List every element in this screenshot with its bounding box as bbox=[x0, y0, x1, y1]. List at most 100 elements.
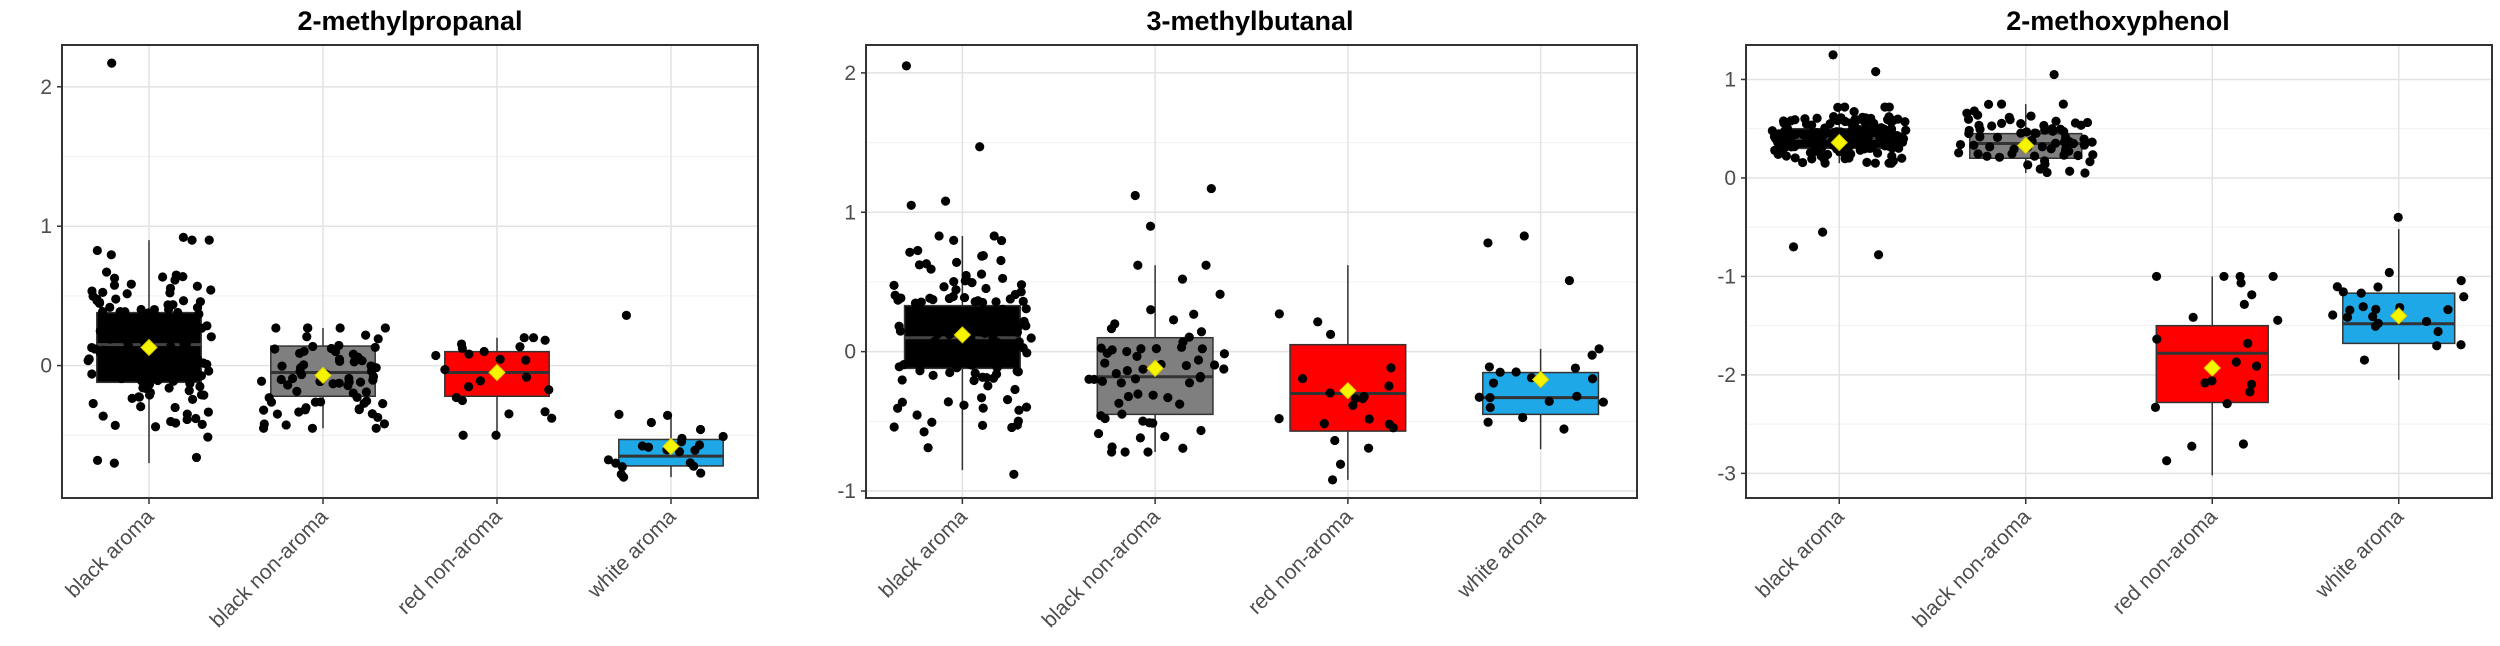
data-point bbox=[1319, 419, 1329, 429]
data-point bbox=[1812, 113, 1822, 123]
data-point bbox=[893, 403, 903, 413]
data-point bbox=[1014, 405, 1024, 415]
data-points bbox=[1474, 231, 1608, 434]
data-point bbox=[910, 298, 921, 308]
data-point bbox=[1325, 329, 1336, 339]
data-point bbox=[98, 307, 108, 317]
data-point bbox=[1861, 123, 1871, 134]
data-point bbox=[1964, 128, 1974, 139]
data-point bbox=[1093, 428, 1104, 439]
data-point bbox=[182, 409, 192, 419]
data-point bbox=[646, 417, 656, 428]
data-point bbox=[1084, 374, 1094, 384]
data-points bbox=[2328, 212, 2469, 365]
data-point bbox=[945, 367, 955, 378]
data-point bbox=[1195, 373, 1205, 383]
data-point bbox=[1350, 393, 1360, 404]
data-point bbox=[149, 304, 160, 315]
data-point bbox=[335, 323, 345, 333]
data-point bbox=[2393, 212, 2403, 222]
data-point bbox=[2016, 119, 2026, 129]
data-point bbox=[1100, 358, 1110, 368]
x-tick-label: white aroma bbox=[1452, 505, 1550, 603]
data-point bbox=[457, 343, 467, 354]
mean-marker bbox=[662, 437, 680, 456]
box-black-aroma bbox=[83, 58, 216, 468]
data-point bbox=[1833, 102, 1843, 112]
grid bbox=[62, 45, 758, 498]
panel-border bbox=[865, 44, 1638, 499]
data-point bbox=[355, 377, 366, 387]
data-point bbox=[92, 455, 103, 465]
data-point bbox=[962, 344, 972, 354]
data-point bbox=[296, 369, 307, 380]
data-point bbox=[2251, 361, 2262, 371]
box-black-non-aroma bbox=[256, 323, 390, 433]
data-point bbox=[176, 350, 186, 360]
data-point bbox=[187, 235, 197, 245]
data-point bbox=[977, 372, 988, 382]
data-point bbox=[1132, 351, 1142, 361]
data-point bbox=[997, 304, 1008, 315]
x-tick-label: black non-aroma bbox=[1038, 505, 1165, 632]
data-point bbox=[923, 443, 933, 453]
data-point bbox=[2239, 299, 2249, 309]
data-point bbox=[889, 422, 899, 432]
data-point bbox=[927, 417, 937, 427]
data-point bbox=[912, 410, 922, 420]
data-point bbox=[2187, 441, 2197, 451]
data-point bbox=[2222, 399, 2232, 409]
data-point bbox=[101, 326, 111, 336]
data-point bbox=[2219, 271, 2229, 282]
data-point bbox=[540, 335, 550, 345]
data-point bbox=[944, 293, 954, 304]
data-point bbox=[677, 433, 687, 443]
data-point bbox=[1886, 124, 1897, 134]
x-tick-label: black aroma bbox=[1752, 505, 1849, 602]
data-point bbox=[951, 285, 961, 295]
data-point bbox=[2029, 151, 2040, 161]
data-point bbox=[637, 441, 648, 451]
data-point bbox=[995, 345, 1005, 355]
mean-marker bbox=[1339, 381, 1357, 400]
data-point bbox=[2358, 302, 2368, 312]
data-point bbox=[959, 292, 970, 303]
box-red-non-aroma bbox=[2150, 271, 2283, 476]
data-point bbox=[281, 420, 291, 430]
data-point bbox=[1870, 158, 1880, 168]
data-point bbox=[1219, 364, 1229, 374]
data-point bbox=[521, 355, 531, 365]
data-point bbox=[451, 392, 461, 403]
data-point bbox=[1123, 391, 1134, 402]
data-point bbox=[1021, 304, 1031, 314]
data-point bbox=[959, 400, 969, 410]
data-point bbox=[1987, 121, 1997, 131]
data-point bbox=[1130, 190, 1140, 201]
box-white-aroma bbox=[2328, 212, 2469, 380]
data-point bbox=[105, 334, 115, 344]
data-point bbox=[1474, 392, 1484, 402]
data-point bbox=[1012, 420, 1022, 430]
data-point bbox=[996, 235, 1007, 246]
data-point bbox=[2443, 305, 2453, 315]
data-point bbox=[115, 306, 125, 317]
data-point bbox=[695, 424, 706, 435]
data-point bbox=[2080, 168, 2090, 178]
data-point bbox=[1544, 396, 1554, 406]
panel-title: 2-methylpropanal bbox=[297, 6, 522, 36]
data-point bbox=[916, 309, 926, 319]
data-point bbox=[1985, 142, 1995, 152]
data-point bbox=[905, 247, 915, 257]
data-point bbox=[913, 245, 923, 256]
data-points bbox=[256, 323, 390, 433]
data-point bbox=[901, 61, 912, 71]
data-point bbox=[349, 357, 359, 367]
data-point bbox=[110, 420, 120, 430]
data-point bbox=[127, 393, 137, 403]
data-points bbox=[603, 310, 728, 482]
data-point bbox=[1197, 344, 1207, 354]
data-point bbox=[203, 432, 213, 442]
data-point bbox=[983, 381, 993, 391]
data-point bbox=[1175, 399, 1185, 409]
data-point bbox=[2040, 159, 2050, 169]
